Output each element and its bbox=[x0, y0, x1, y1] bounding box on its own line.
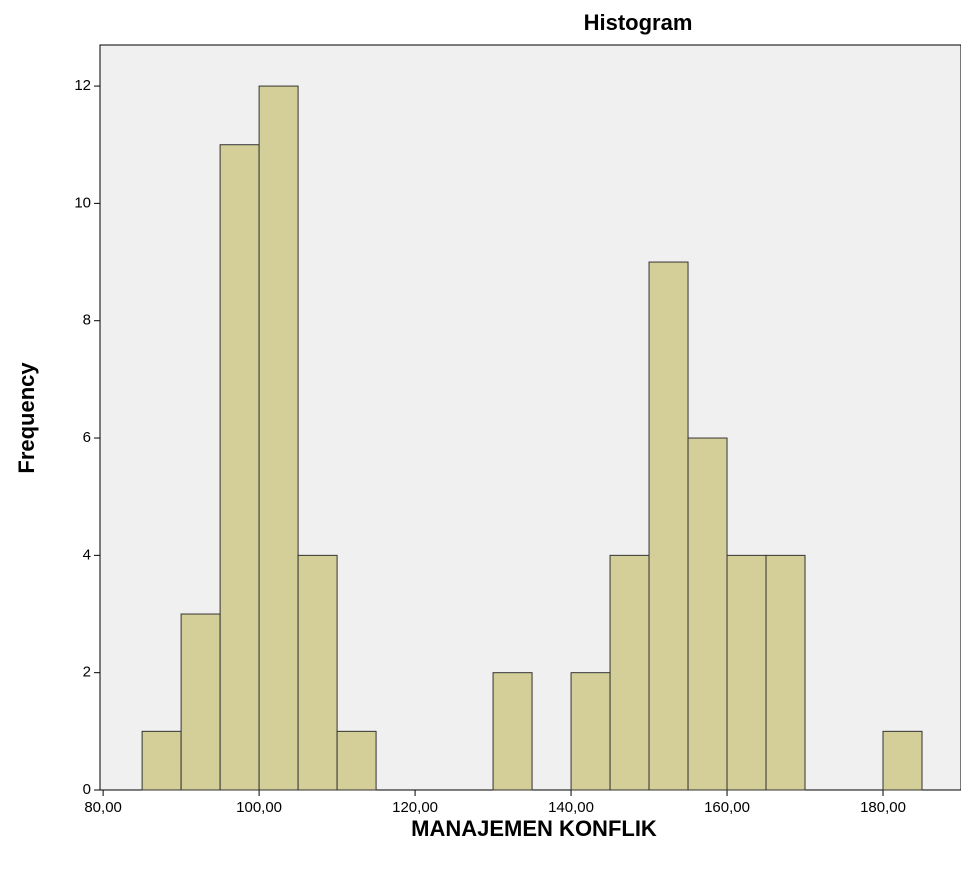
y-axis-label: Frequency bbox=[14, 362, 39, 474]
x-tick-label: 160,00 bbox=[704, 799, 750, 816]
bar bbox=[726, 554, 767, 791]
bar bbox=[258, 85, 299, 791]
bar bbox=[882, 730, 923, 791]
x-tick-label: 180,00 bbox=[860, 799, 906, 816]
bar bbox=[180, 613, 221, 791]
bar bbox=[219, 144, 260, 791]
bar bbox=[336, 730, 377, 791]
x-axis-label: MANAJEMEN KONFLIK bbox=[411, 816, 657, 841]
y-tick-label: 10 bbox=[74, 194, 91, 211]
bar bbox=[687, 437, 728, 791]
chart-title: Histogram bbox=[584, 10, 693, 35]
y-tick-label: 8 bbox=[83, 312, 91, 329]
x-tick-label: 100,00 bbox=[236, 799, 282, 816]
bar bbox=[570, 672, 611, 791]
x-tick-label: 140,00 bbox=[548, 799, 594, 816]
y-tick-label: 0 bbox=[83, 781, 91, 798]
y-tick-label: 12 bbox=[74, 77, 91, 94]
bar bbox=[492, 672, 533, 791]
bar bbox=[297, 554, 338, 791]
y-tick-label: 2 bbox=[83, 664, 91, 681]
bar bbox=[765, 554, 806, 791]
y-tick-label: 4 bbox=[83, 546, 91, 563]
bar bbox=[609, 554, 650, 791]
x-tick-label: 80,00 bbox=[84, 799, 122, 816]
bar bbox=[141, 730, 182, 791]
x-tick-label: 120,00 bbox=[392, 799, 438, 816]
bar bbox=[648, 261, 689, 791]
y-tick-label: 6 bbox=[83, 429, 91, 446]
